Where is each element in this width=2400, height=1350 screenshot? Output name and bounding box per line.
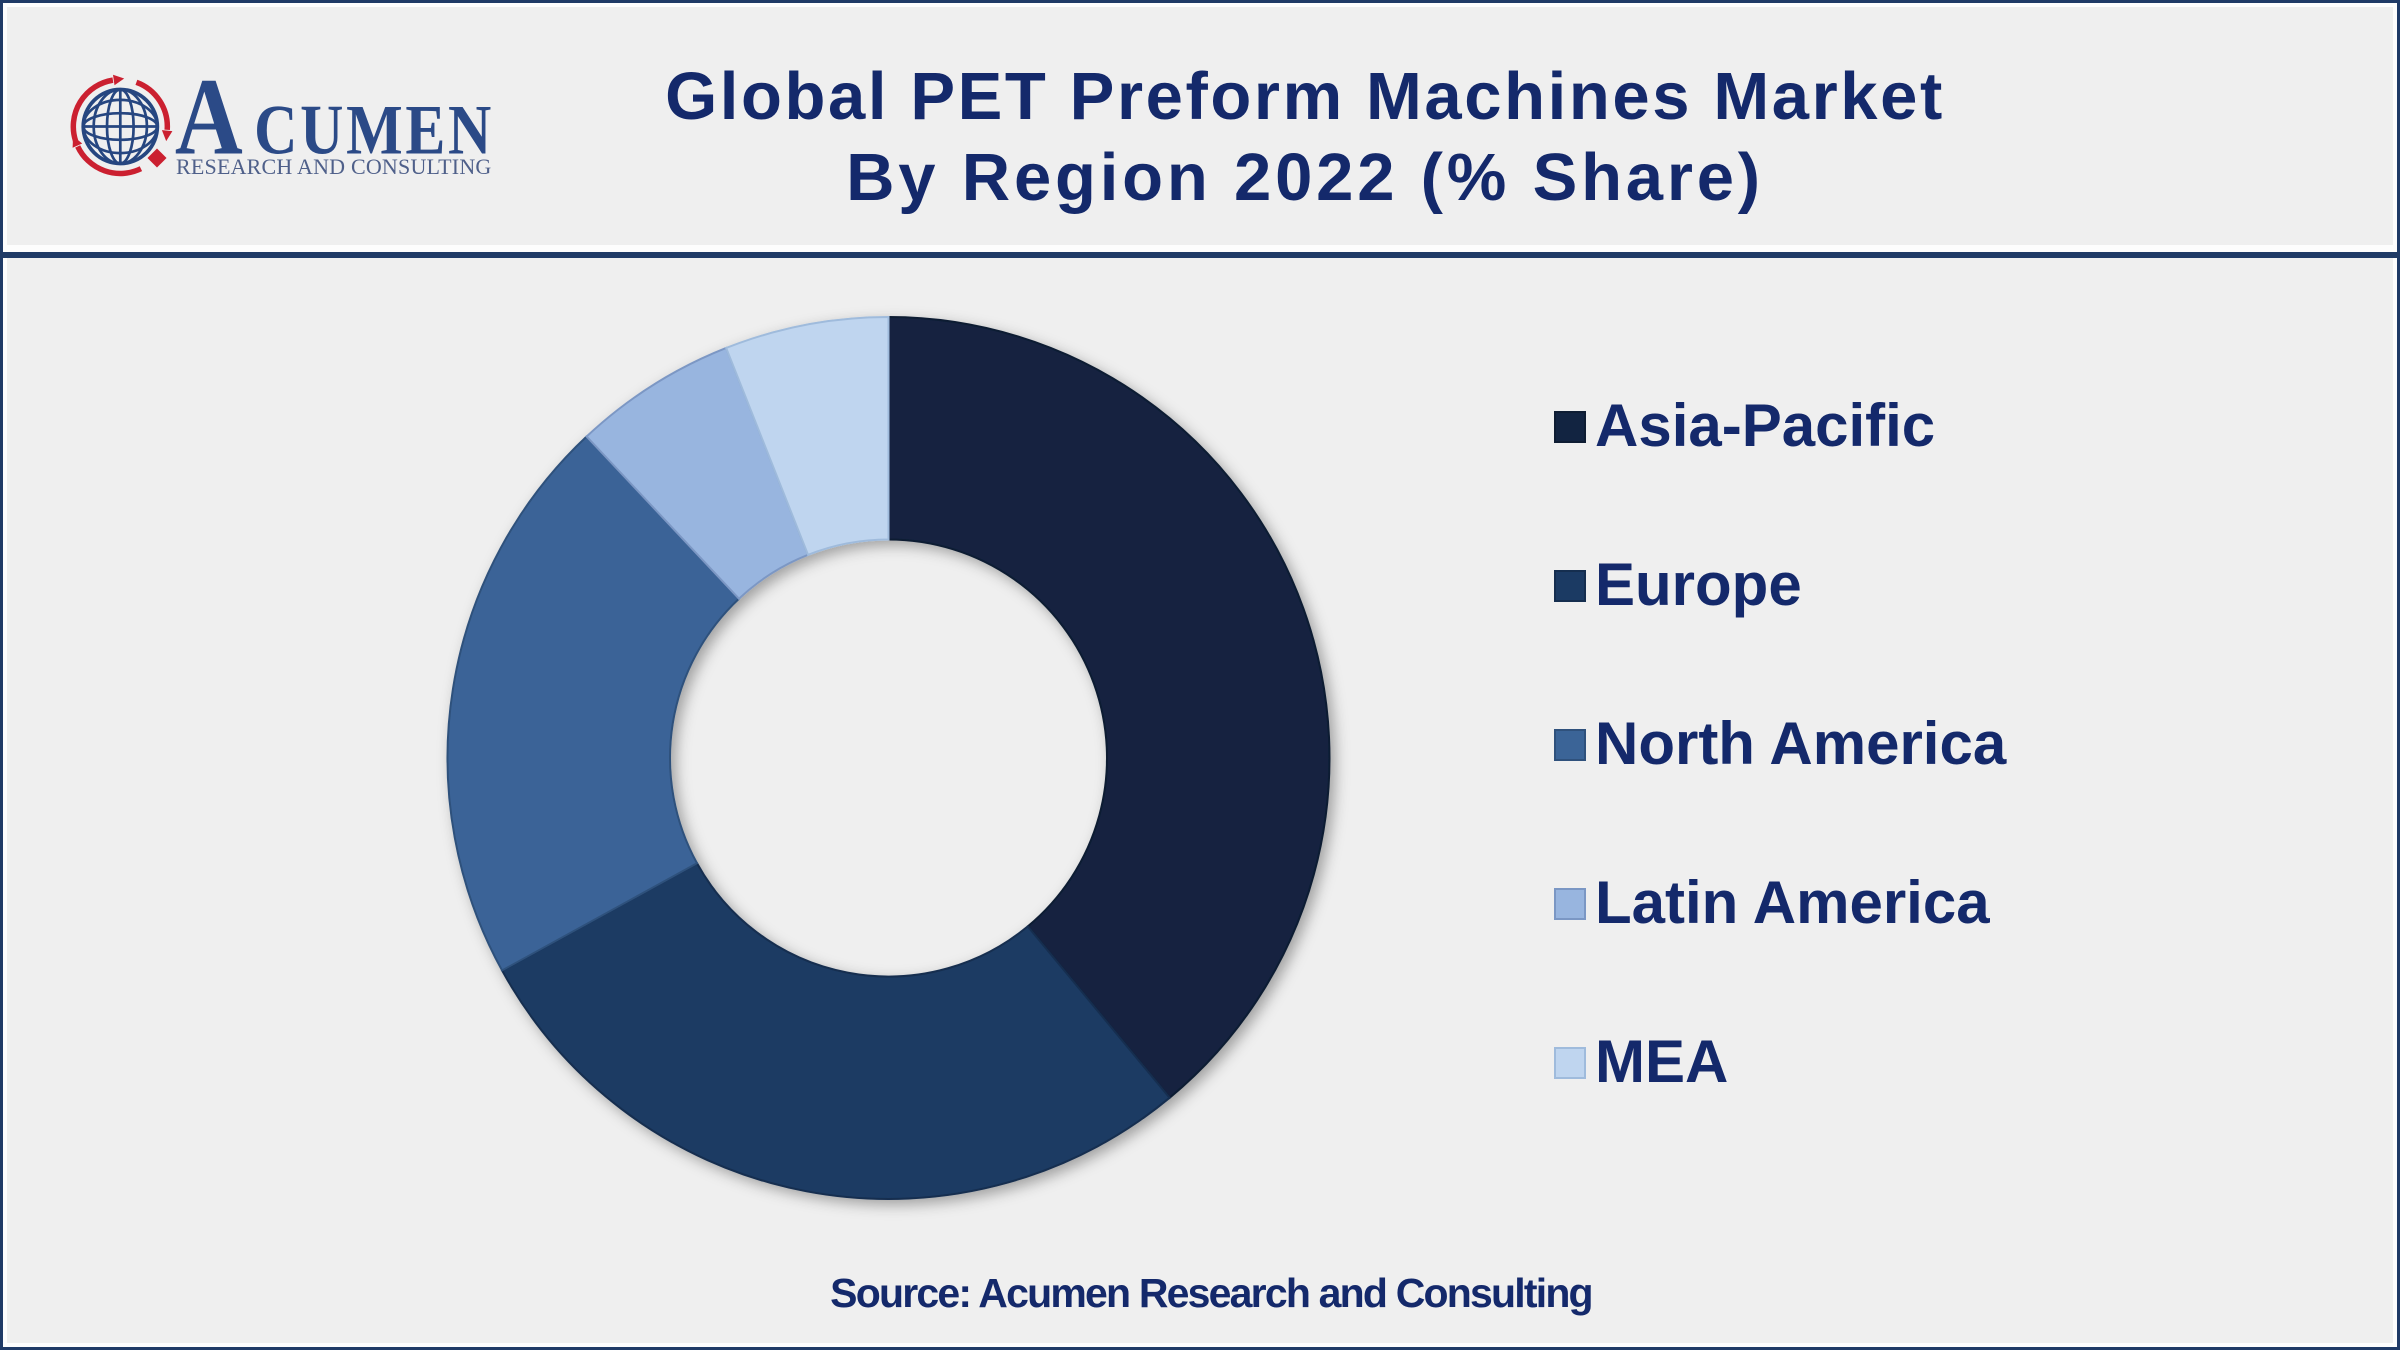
svg-text:RESEARCH AND CONSULTING: RESEARCH AND CONSULTING	[176, 154, 492, 179]
svg-text:A: A	[175, 57, 243, 178]
svg-text:CUMEN: CUMEN	[254, 92, 494, 170]
